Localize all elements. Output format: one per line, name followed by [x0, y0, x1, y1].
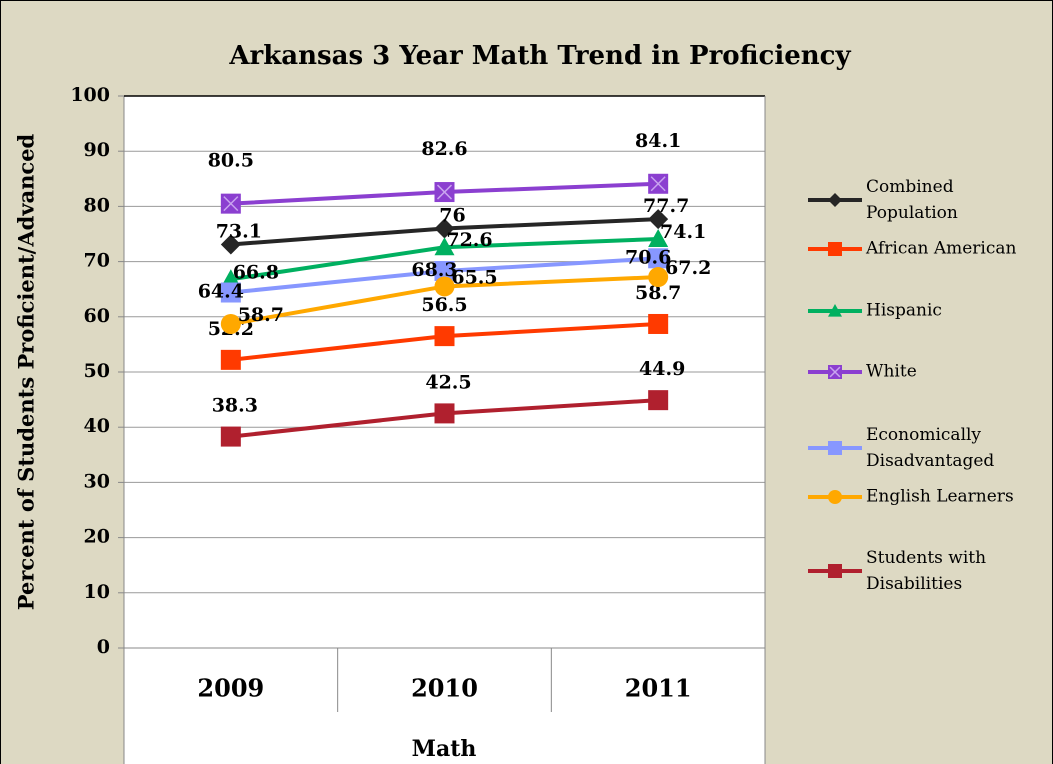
x-tick-label: 2010 — [411, 674, 478, 703]
legend-marker — [828, 193, 842, 207]
chart-title: Arkansas 3 Year Math Trend in Proficienc… — [228, 41, 851, 71]
legend-marker — [828, 441, 842, 455]
legend-marker — [828, 564, 842, 578]
data-point — [220, 282, 241, 303]
data-point — [220, 349, 241, 370]
data-point — [648, 313, 669, 334]
data-label: 65.5 — [451, 266, 497, 288]
data-point — [220, 234, 241, 255]
data-point — [434, 403, 455, 424]
legend-marker — [828, 242, 842, 256]
data-point — [434, 237, 455, 256]
y-tick-label: 70 — [84, 250, 110, 272]
legend-label: African American — [865, 239, 1017, 259]
data-label: 58.7 — [238, 304, 284, 326]
y-tick-label: 50 — [84, 360, 110, 382]
data-label: 74.1 — [660, 221, 706, 243]
legend-label: Economically Disadvantaged — [866, 425, 994, 471]
legend-marker-cross — [829, 366, 841, 378]
data-label: 73.1 — [216, 220, 262, 242]
data-point — [648, 228, 669, 247]
data-label: 67.2 — [665, 257, 711, 279]
data-label: 64.4 — [198, 281, 244, 303]
data-point — [434, 218, 455, 239]
data-point — [434, 326, 455, 347]
data-label: 76 — [439, 204, 465, 226]
y-axis-label: Percent of Students Proficient/Advanced — [14, 133, 39, 610]
data-point-cross — [436, 184, 453, 200]
data-point — [220, 426, 241, 447]
data-point — [434, 260, 455, 281]
y-tick-label: 90 — [84, 139, 110, 161]
data-label: 77.7 — [643, 195, 689, 217]
data-point-cross — [650, 176, 666, 192]
data-label: 80.5 — [208, 150, 254, 172]
x-tick-label: 2009 — [197, 674, 264, 703]
y-tick-label: 20 — [84, 526, 110, 548]
data-point-cross — [223, 196, 239, 212]
data-label: 42.5 — [425, 371, 471, 393]
legend-label: English Learners — [866, 487, 1014, 507]
data-point — [648, 267, 669, 288]
data-label: 82.6 — [421, 138, 467, 160]
data-label: 68.3 — [411, 259, 457, 281]
data-label: 44.9 — [639, 358, 685, 380]
y-tick-label: 10 — [84, 581, 110, 603]
legend-label: Combined Population — [866, 177, 958, 223]
legend-label: White — [866, 362, 917, 382]
y-tick-label: 100 — [70, 84, 110, 106]
y-tick-label: 60 — [84, 305, 110, 327]
y-tick-label: 30 — [84, 470, 110, 492]
data-point — [648, 209, 669, 230]
y-tick-label: 40 — [84, 415, 110, 437]
legend-marker — [828, 304, 842, 317]
y-tick-label: 0 — [97, 636, 110, 658]
legend-label: Hispanic — [866, 301, 942, 321]
data-point — [434, 276, 455, 297]
data-label: 66.8 — [233, 261, 279, 283]
data-label: 84.1 — [635, 130, 681, 152]
y-tick-label: 80 — [84, 194, 110, 216]
data-label: 72.6 — [446, 229, 492, 251]
x-tick-label: 2011 — [625, 674, 692, 703]
legend-label: Students with Disabilities — [866, 548, 986, 594]
data-point — [648, 248, 669, 269]
data-point — [220, 313, 241, 334]
data-label: 56.5 — [421, 294, 467, 316]
legend-marker — [828, 490, 842, 504]
data-label: 58.7 — [635, 282, 681, 304]
data-label: 70.6 — [625, 246, 671, 268]
data-label: 38.3 — [212, 395, 258, 417]
x-axis-label: Math — [412, 736, 477, 762]
data-point — [648, 390, 669, 411]
